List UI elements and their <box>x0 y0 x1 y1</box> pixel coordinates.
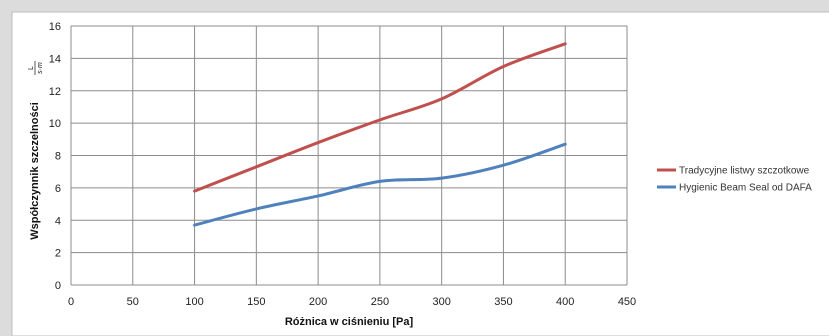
y-tick-labels: 0 2 4 6 8 10 12 14 16 <box>49 21 61 292</box>
y-tick-label: 6 <box>55 183 61 195</box>
x-tick-label: 250 <box>371 296 389 308</box>
y-tick-label: 2 <box>55 248 61 260</box>
y-axis-title: Współczynnik szczelności <box>29 102 41 240</box>
y-axis-unit-numerator: L <box>28 66 35 70</box>
series-line-1 <box>193 42 567 193</box>
series-lines <box>193 42 567 227</box>
y-tick-label: 14 <box>49 53 61 65</box>
y-tick-label: 16 <box>49 21 61 33</box>
y-axis-title-group: Współczynnik szczelności L s·m <box>28 61 44 240</box>
x-tick-label: 200 <box>309 296 327 308</box>
x-axis-title: Różnica w ciśnieniu [Pa] <box>285 316 414 328</box>
y-tick-label: 10 <box>49 118 61 130</box>
x-tick-label: 400 <box>556 296 574 308</box>
series-line-2 <box>193 142 567 227</box>
y-axis-unit-denominator: s·m <box>37 62 44 74</box>
x-tick-label: 350 <box>494 296 512 308</box>
y-tick-label: 12 <box>49 86 61 98</box>
x-tick-label: 100 <box>185 296 203 308</box>
x-tick-label: 450 <box>618 296 636 308</box>
legend-label-2: Hygienic Beam Seal od DAFA <box>679 183 812 194</box>
y-tick-label: 0 <box>55 280 61 292</box>
y-tick-label: 8 <box>55 151 61 163</box>
grid <box>70 25 628 286</box>
y-tick-label: 4 <box>55 215 61 227</box>
legend: Tradycyjne listwy szczotkowe Hygienic Bea… <box>657 166 812 194</box>
x-tick-label: 150 <box>247 296 265 308</box>
x-tick-label: 50 <box>127 296 139 308</box>
legend-label-1: Tradycyjne listwy szczotkowe <box>679 166 810 177</box>
x-tick-labels: 0 50 100 150 200 250 300 350 400 450 <box>68 296 636 308</box>
x-tick-label: 0 <box>68 296 74 308</box>
x-tick-label: 300 <box>432 296 450 308</box>
